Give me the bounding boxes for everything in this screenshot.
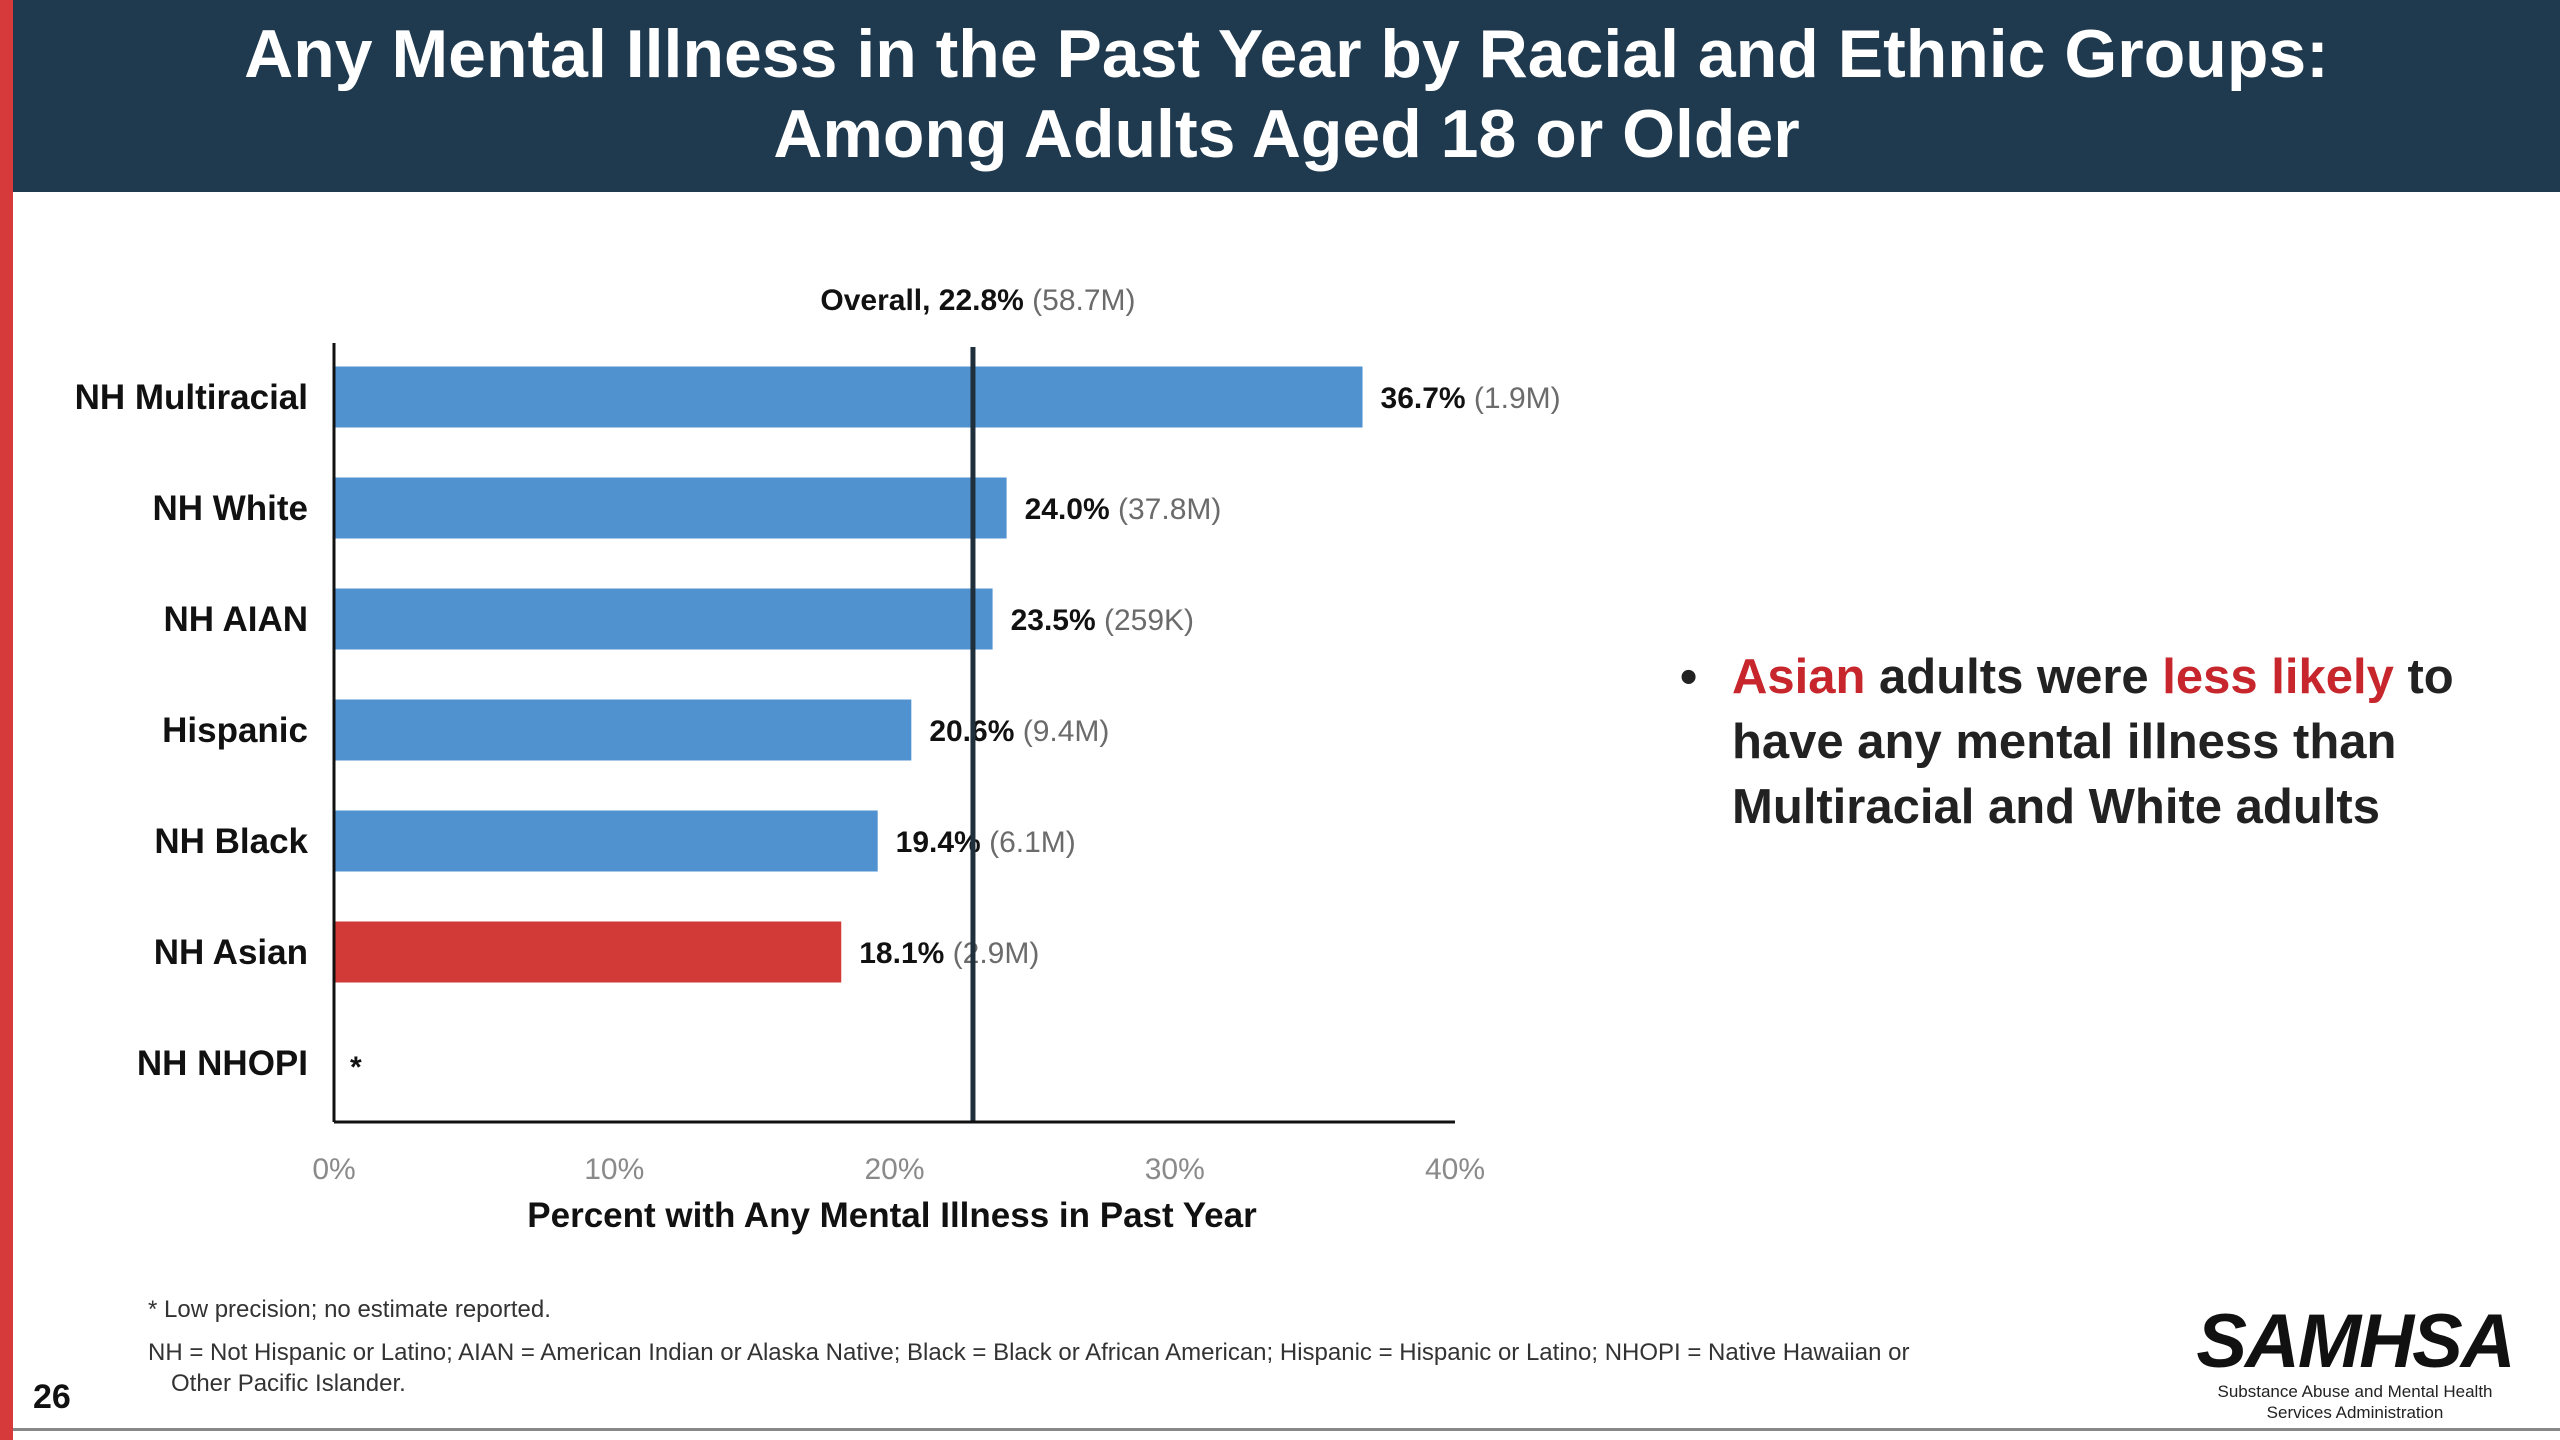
category-label-nh-black: NH Black	[154, 822, 308, 861]
bar-nh-black	[334, 810, 878, 872]
logo-subtitle-line1: Substance Abuse and Mental Health	[2217, 1382, 2493, 1401]
x-tick-label-30: 30%	[1145, 1153, 1205, 1186]
left-accent-stripe	[0, 0, 13, 1440]
category-label-nh-multiracial: NH Multiracial	[75, 378, 308, 417]
data-label-nh-nhopi: *	[350, 1051, 362, 1084]
page-number: 26	[33, 1378, 71, 1416]
data-label-count-hispanic: (9.4M)	[1014, 715, 1109, 748]
data-label-count-nh-aian: (259K)	[1096, 604, 1194, 637]
data-label-value-nh-multiracial: 36.7%	[1381, 382, 1466, 415]
bullet-text-part2: adults were	[1865, 650, 2163, 704]
bottom-divider	[13, 1428, 2560, 1431]
category-label-nh-asian: NH Asian	[154, 933, 308, 972]
bar-nh-aian	[334, 588, 993, 650]
overall-reference-label-value: Overall, 22.8%	[820, 284, 1023, 317]
data-label-hispanic: 20.6% (9.4M)	[929, 715, 1109, 748]
footnote-abbreviations-line1: NH = Not Hispanic or Latino; AIAN = Amer…	[148, 1339, 1910, 1366]
overall-reference-label-count: (58.7M)	[1024, 284, 1136, 317]
key-finding-bullet: • Asian adults were less likely to have …	[1680, 645, 2500, 840]
x-axis-title: Percent with Any Mental Illness in Past …	[527, 1196, 1257, 1235]
data-label-nh-asian: 18.1% (2.9M)	[859, 937, 1039, 970]
data-label-nh-multiracial: 36.7% (1.9M)	[1381, 382, 1561, 415]
category-label-nh-aian: NH AIAN	[163, 600, 308, 639]
overall-reference-label: Overall, 22.8% (58.7M)	[820, 284, 1135, 317]
footnote-low-precision: * Low precision; no estimate reported.	[148, 1296, 551, 1323]
category-label-hispanic: Hispanic	[162, 711, 308, 750]
bar-nh-asian	[334, 921, 842, 983]
category-label-nh-white: NH White	[152, 489, 308, 528]
footnote-abbreviations-line2: Other Pacific Islander.	[171, 1370, 406, 1397]
logo-wordmark: SAMHSA	[2196, 1299, 2515, 1384]
data-label-value-nh-black: 19.4%	[896, 826, 981, 859]
title-bar: Any Mental Illness in the Past Year by R…	[13, 0, 2560, 192]
x-tick-label-20: 20%	[864, 1153, 924, 1186]
bullet-text-part4: to have any mental illness than Multirac…	[1732, 650, 2454, 834]
bar-nh-multiracial	[334, 366, 1363, 428]
bullet-text: Asian adults were less likely to have an…	[1732, 645, 2500, 840]
title-line-2: Among Adults Aged 18 or Older	[773, 96, 1800, 172]
footnote-abbreviations: NH = Not Hispanic or Latino; AIAN = Amer…	[148, 1337, 2148, 1399]
bullet-highlight-asian: Asian	[1732, 650, 1866, 704]
bar-nh-white	[334, 477, 1007, 539]
data-label-count-nh-multiracial: (1.9M)	[1466, 382, 1561, 415]
logo-subtitle-line2: Services Administration	[2266, 1403, 2444, 1422]
x-tick-label-40: 40%	[1425, 1153, 1485, 1186]
bar-hispanic	[334, 699, 912, 761]
x-tick-label-0: 0%	[312, 1153, 355, 1186]
data-label-value-nh-aian: 23.5%	[1011, 604, 1096, 637]
bullet-dot-icon: •	[1680, 650, 1698, 704]
data-label-value-nh-asian: 18.1%	[859, 937, 944, 970]
data-label-count-nh-white: (37.8M)	[1110, 493, 1222, 526]
data-label-count-nh-asian: (2.9M)	[944, 937, 1039, 970]
samhsa-logo: SAMHSA Substance Abuse and Mental Health…	[2195, 1303, 2515, 1423]
x-tick-label-10: 10%	[584, 1153, 644, 1186]
title-line-1: Any Mental Illness in the Past Year by R…	[244, 16, 2329, 92]
data-label-nh-aian: 23.5% (259K)	[1011, 604, 1194, 637]
data-label-value-nh-white: 24.0%	[1025, 493, 1110, 526]
data-label-count-nh-black: (6.1M)	[981, 826, 1076, 859]
data-label-nh-white: 24.0% (37.8M)	[1025, 493, 1222, 526]
data-label-nh-black: 19.4% (6.1M)	[896, 826, 1076, 859]
category-label-nh-nhopi: NH NHOPI	[137, 1044, 308, 1083]
bullet-highlight-less-likely: less likely	[2162, 650, 2394, 704]
